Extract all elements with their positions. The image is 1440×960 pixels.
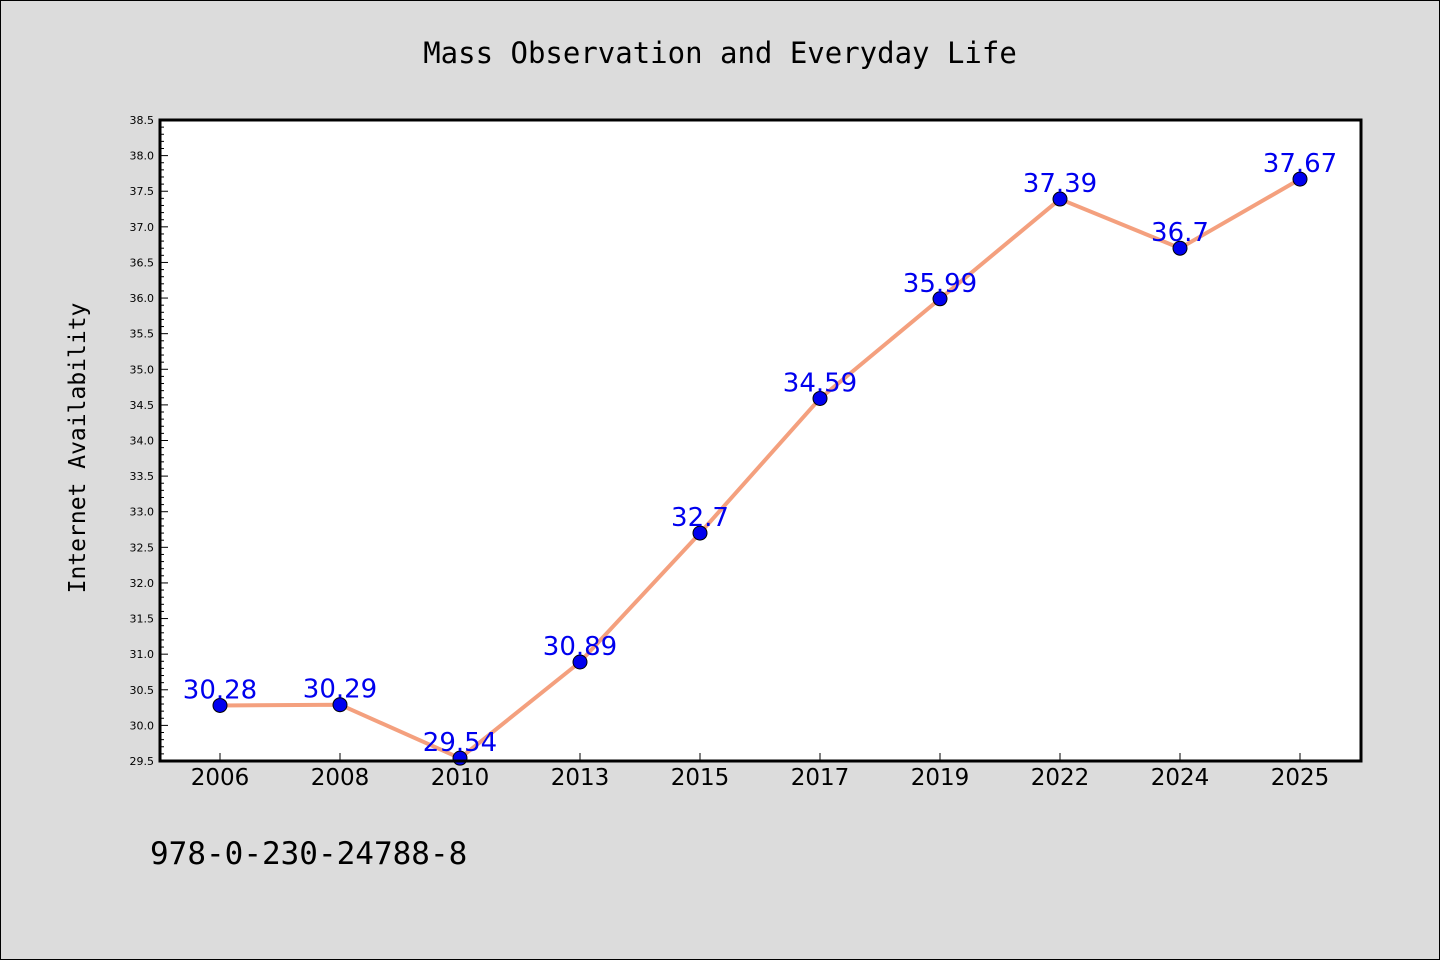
y-tick-label: 33.5	[130, 470, 155, 483]
y-tick-label: 29.5	[130, 755, 155, 768]
y-tick-label: 30.5	[130, 684, 155, 697]
x-axis-ticks: 2006 2008 2010 2013 2015 2017 2019 2022 2024 2025	[191, 753, 1330, 791]
y-tick-label: 36.0	[130, 292, 155, 305]
data-point	[932, 291, 948, 307]
chart-title: Mass Observation and Everyday Life	[423, 36, 1017, 70]
y-tick-label: 32.0	[130, 577, 155, 590]
data-label: 37.67	[1263, 149, 1337, 179]
x-tick-label: 2022	[1031, 765, 1090, 791]
y-tick-label: 37.5	[130, 185, 155, 198]
data-label: 37.39	[1023, 169, 1097, 199]
x-tick-label: 2010	[431, 765, 490, 791]
data-label: 32.7	[671, 503, 729, 533]
data-label: 35.99	[903, 269, 977, 299]
data-markers	[212, 171, 1308, 766]
y-tick-label: 34.5	[130, 399, 155, 412]
y-tick-label: 34.0	[130, 435, 155, 448]
series-line	[219, 177, 1301, 761]
y-tick-label: 31.0	[130, 648, 155, 661]
y-tick-label: 35.0	[130, 363, 155, 376]
y-tick-label: 38.0	[130, 150, 155, 163]
x-tick-label: 2024	[1151, 765, 1210, 791]
y-tick-label: 31.5	[130, 613, 155, 626]
y-tick-label: 32.5	[130, 541, 155, 554]
x-tick-label: 2008	[311, 765, 370, 791]
data-label: 34.59	[783, 368, 857, 398]
y-tick-label: 30.0	[130, 719, 155, 732]
data-point	[812, 390, 828, 406]
y-axis-ticks: 29.5 30.0 30.5 31.0 31.5 32.0 32.5 33.0 33.5 34.0…	[130, 114, 168, 768]
y-axis-label: Internet Availability	[65, 303, 91, 594]
footnote-isbn: 978-0-230-24788-8	[150, 836, 467, 872]
x-tick-label: 2019	[911, 765, 970, 791]
data-labels: 30.28 30.29 29.54 30.89 32.7 34.59 35.99 37.39 3…	[183, 149, 1337, 758]
y-tick-label: 33.0	[130, 506, 155, 519]
x-tick-label: 2025	[1271, 765, 1330, 791]
x-tick-label: 2013	[551, 765, 610, 791]
x-tick-label: 2006	[191, 765, 250, 791]
data-point	[1172, 240, 1188, 256]
data-point	[572, 654, 588, 670]
series-line-group	[219, 177, 1301, 761]
data-point	[1052, 191, 1068, 207]
y-tick-label: 37.0	[130, 221, 155, 234]
x-tick-label: 2017	[791, 765, 850, 791]
data-point	[1292, 171, 1308, 187]
data-label: 30.28	[183, 675, 257, 705]
plot-border	[158, 118, 1363, 763]
x-tick-label: 2015	[671, 765, 730, 791]
y-tick-label: 35.5	[130, 328, 155, 341]
data-label: 30.89	[543, 632, 617, 662]
data-label: 36.7	[1151, 218, 1209, 248]
data-label: 30.29	[303, 675, 377, 705]
data-point	[332, 697, 348, 713]
data-point	[212, 697, 228, 713]
data-label: 29.54	[423, 728, 497, 758]
y-tick-label: 36.5	[130, 256, 155, 269]
data-point	[692, 525, 708, 541]
plot-area	[160, 120, 1361, 761]
y-tick-label: 38.5	[130, 114, 155, 127]
